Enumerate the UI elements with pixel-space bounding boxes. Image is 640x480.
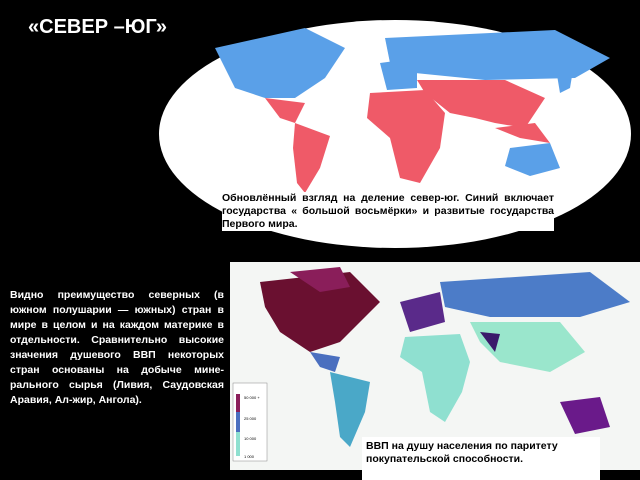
slide-title: «СЕВЕР –ЮГ» <box>28 16 168 38</box>
body-text: Видно преимущество северных (в южном пол… <box>10 289 224 406</box>
legend-label: 10 000 <box>244 436 257 441</box>
legend-label: 1 000 <box>244 454 255 459</box>
top-map-caption: Обновлённый взгляд на деление север-юг. … <box>222 192 554 231</box>
bottom-map: 50 000 + 25 000 10 000 1 000 <box>230 262 640 470</box>
top-map <box>159 20 631 248</box>
legend-label: 50 000 + <box>244 395 260 400</box>
legend-label: 25 000 <box>244 416 257 421</box>
bottom-map-caption: ВВП на душу населения по паритету покупа… <box>362 437 600 480</box>
